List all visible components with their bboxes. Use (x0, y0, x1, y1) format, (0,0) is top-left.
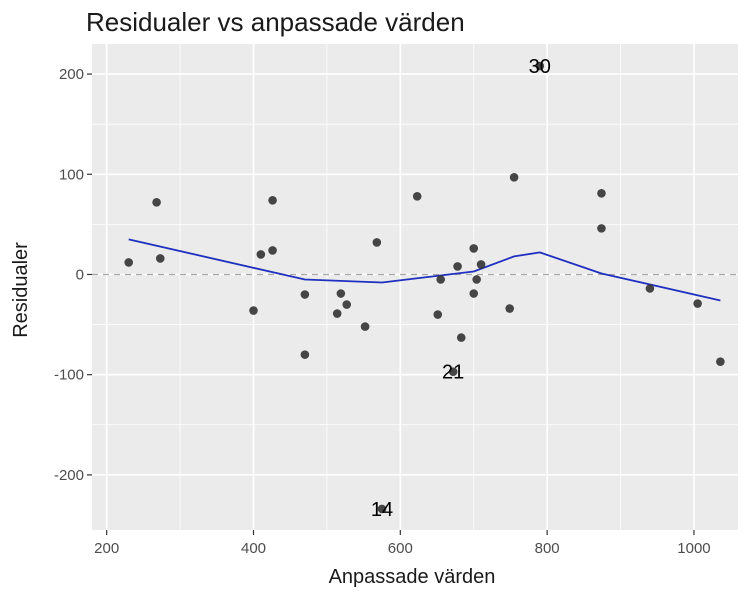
data-point (342, 300, 352, 309)
data-point (433, 310, 443, 319)
y-tick-label: 100 (59, 166, 84, 183)
data-point (332, 309, 342, 318)
data-point (372, 238, 382, 247)
data-point (716, 357, 725, 366)
data-point (472, 275, 481, 284)
data-point (377, 504, 387, 514)
data-point (645, 284, 655, 293)
data-point (300, 290, 310, 299)
x-tick-label: 200 (94, 540, 119, 557)
point-layer (124, 61, 725, 514)
chart-title: Residualer vs anpassade värden (86, 7, 465, 37)
y-tick-label: -200 (54, 467, 84, 484)
data-point (535, 61, 545, 71)
data-point (152, 198, 161, 207)
plot-panel (92, 44, 738, 530)
data-point (469, 244, 479, 253)
data-point (336, 289, 346, 298)
y-tick-label: 0 (76, 266, 84, 283)
data-point (249, 306, 258, 315)
axis-layer: 200 400 600 800 1000 -200 -100 0 100 200 (54, 66, 711, 557)
y-tick-label: 200 (59, 66, 84, 83)
x-tick-label: 600 (388, 540, 413, 557)
data-point (412, 192, 422, 201)
data-point (155, 254, 165, 263)
smooth-line (128, 238, 721, 302)
x-axis-title: Anpassade värden (329, 566, 496, 588)
data-point (448, 367, 458, 376)
data-point (469, 289, 479, 298)
data-point (256, 250, 266, 259)
data-point (268, 196, 277, 205)
point-annotation-label: 30 (529, 56, 551, 78)
data-point (597, 189, 606, 198)
point-annotation-label: 21 (442, 362, 464, 384)
point-annotation-label: 14 (371, 499, 393, 521)
data-point (436, 275, 445, 284)
data-point (456, 333, 466, 342)
data-point (300, 350, 310, 359)
x-tick-label: 1000 (677, 540, 710, 557)
data-point (597, 224, 606, 233)
y-axis-title: Residualer (10, 242, 32, 338)
y-tick-label: -100 (54, 367, 84, 384)
smooth-layer (128, 238, 721, 302)
data-point (268, 246, 277, 255)
data-point (453, 262, 462, 271)
data-point (124, 258, 134, 267)
data-point (505, 304, 514, 313)
data-point (693, 299, 702, 308)
x-tick-label: 400 (241, 540, 266, 557)
data-point (360, 322, 370, 331)
data-point (476, 260, 486, 269)
data-point (509, 172, 519, 182)
grid-layer (92, 44, 738, 530)
x-tick-label: 800 (535, 540, 560, 557)
annotation-layer: 14 21 30 (371, 56, 551, 521)
